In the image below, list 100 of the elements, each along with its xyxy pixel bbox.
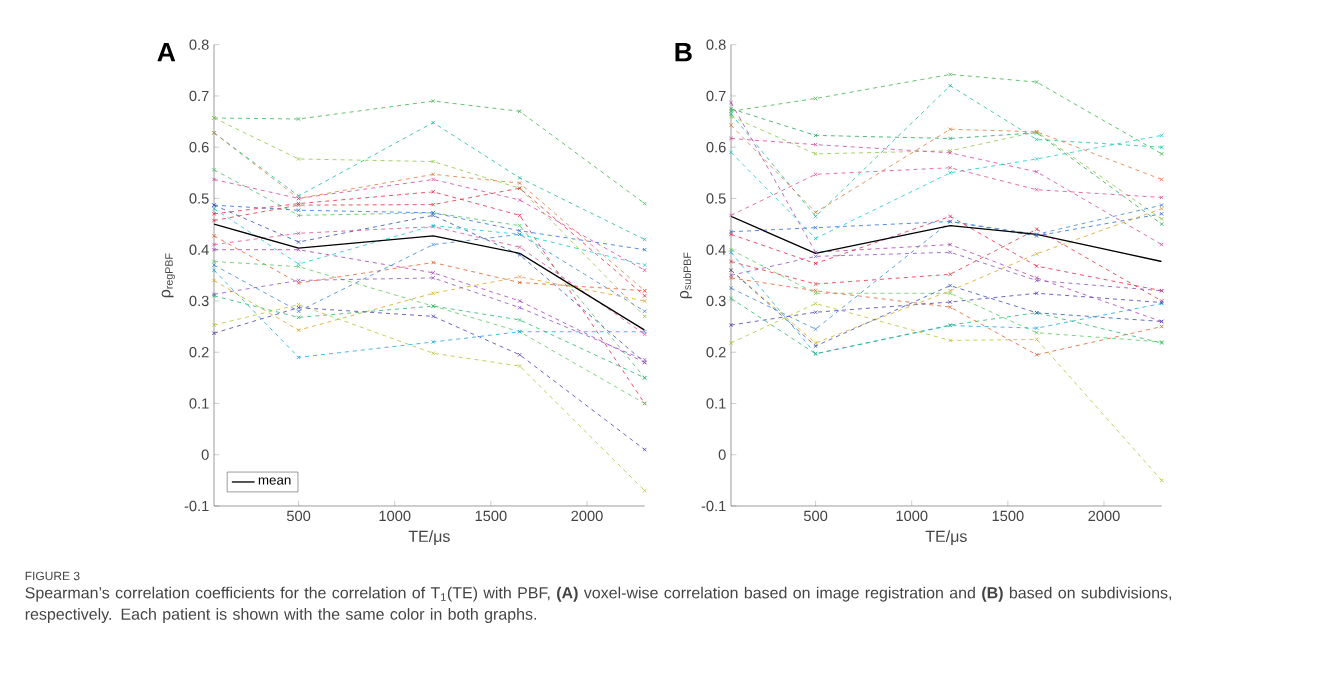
x-tick-label: 500 — [286, 510, 311, 522]
point — [1159, 145, 1164, 150]
point — [728, 286, 734, 291]
point — [948, 305, 953, 310]
point — [517, 180, 522, 186]
y-tick-label: 0.7 — [189, 90, 209, 102]
point — [431, 260, 436, 265]
point — [1159, 151, 1164, 156]
point — [517, 274, 522, 279]
point — [211, 177, 217, 182]
point — [517, 175, 522, 181]
point — [642, 268, 647, 273]
point — [813, 133, 818, 138]
point — [431, 202, 436, 207]
point — [1159, 242, 1164, 247]
point — [948, 165, 953, 170]
point — [517, 252, 522, 257]
x-tick-label: 1500 — [992, 510, 1024, 522]
point — [431, 351, 436, 356]
point — [642, 488, 647, 493]
point — [948, 272, 953, 277]
point — [642, 293, 647, 298]
y-tick-label: 0.2 — [189, 347, 209, 358]
point — [1159, 478, 1164, 483]
point — [728, 213, 734, 218]
point — [211, 331, 217, 336]
point — [1034, 80, 1039, 85]
line-series — [731, 215, 1162, 263]
point — [296, 156, 301, 162]
point — [211, 268, 217, 273]
point — [431, 177, 436, 182]
point — [728, 123, 734, 128]
text: Spearman’s correlation coefficients for the correlation of T$_{1}$(TE) with PBF, (A) voxel-wise correlation based on image registration and (B) based on subdivisions, respectively. Each patient is shown with the same color in both graphs. — [25, 586, 1172, 623]
point — [517, 317, 522, 323]
x-axis-title: TE/μs — [408, 530, 450, 545]
point — [948, 127, 953, 132]
point — [642, 237, 647, 242]
point — [728, 322, 734, 328]
y-tick-label: 0.8 — [706, 39, 726, 50]
point — [813, 340, 818, 346]
point — [1034, 326, 1039, 331]
point — [211, 247, 217, 252]
point — [211, 218, 217, 223]
point — [948, 170, 953, 175]
point — [296, 213, 301, 218]
point — [211, 242, 217, 247]
chart-title: B — [675, 42, 692, 62]
x-tick-label: 2000 — [1088, 510, 1120, 522]
y-tick-label: -0.1 — [184, 500, 209, 512]
point — [431, 172, 436, 177]
point — [813, 214, 818, 219]
point — [1159, 221, 1164, 227]
point — [296, 309, 301, 314]
y-tick-label: 0.6 — [189, 142, 209, 153]
x-tick-label: 1500 — [475, 510, 507, 522]
point — [642, 447, 647, 452]
caption: FIGURE 3 — [25, 571, 80, 581]
point — [517, 228, 522, 233]
point — [1034, 137, 1039, 142]
point — [211, 211, 217, 216]
point — [211, 167, 217, 172]
point — [1034, 227, 1039, 232]
point — [948, 214, 953, 219]
point — [813, 327, 818, 332]
point — [728, 150, 734, 155]
point — [517, 213, 522, 218]
point — [296, 231, 301, 236]
point — [642, 314, 647, 319]
point — [296, 116, 301, 122]
point — [1034, 264, 1039, 269]
y-tick-label: 0.5 — [189, 193, 209, 204]
point — [211, 262, 217, 268]
point — [517, 109, 522, 114]
y-tick-label: 0.4 — [706, 244, 726, 255]
y-tick-label: 0.8 — [189, 39, 209, 50]
point — [948, 83, 953, 88]
point — [211, 278, 217, 283]
y-tick-label: 0.6 — [706, 142, 726, 153]
y-axis-title: ρ$_{subPBF}$ — [679, 252, 692, 299]
y-tick-label: 0.3 — [189, 295, 209, 307]
point — [813, 142, 818, 147]
y-tick-label: 0 — [718, 449, 726, 460]
x-tick-label: 1000 — [896, 510, 928, 522]
point — [1159, 324, 1164, 329]
point — [517, 363, 522, 369]
point — [813, 151, 818, 156]
point — [296, 355, 301, 360]
point — [1034, 251, 1039, 256]
point — [642, 247, 647, 252]
point — [1159, 216, 1164, 222]
y-tick-label: 0.7 — [706, 90, 726, 102]
point — [642, 201, 647, 206]
point — [431, 98, 436, 104]
point — [296, 239, 301, 245]
point — [813, 172, 818, 177]
point — [1034, 352, 1039, 357]
point — [431, 270, 436, 275]
point — [642, 309, 647, 314]
point — [1034, 291, 1039, 296]
point — [948, 72, 953, 77]
